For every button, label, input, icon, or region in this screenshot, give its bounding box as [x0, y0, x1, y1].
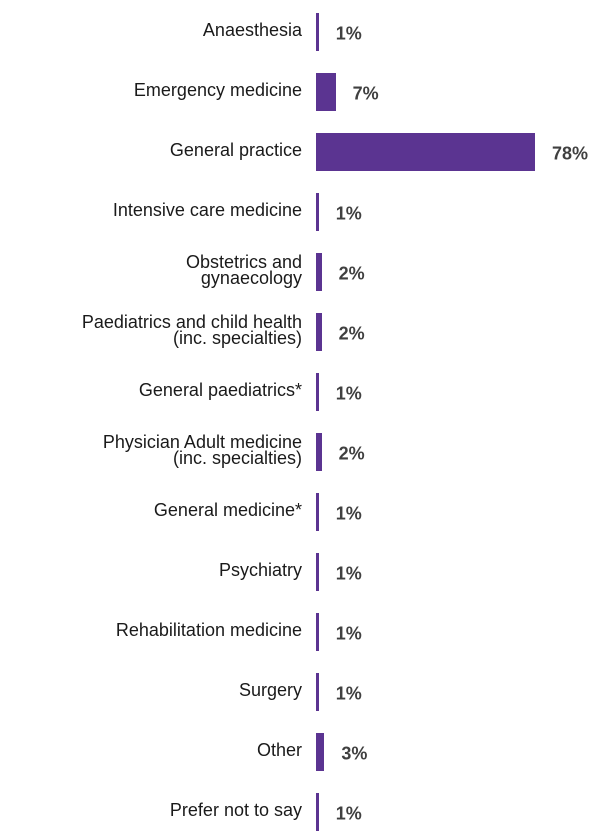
value-label: 1% [335, 623, 362, 644]
bar [316, 733, 325, 771]
category-label: Obstetrics and gynaecology [185, 252, 302, 288]
value-label: 2% [338, 323, 365, 344]
bar [316, 133, 535, 171]
category-label: Other [256, 740, 302, 760]
bar [316, 613, 319, 651]
bar [316, 13, 319, 51]
bar [316, 673, 319, 711]
bar [316, 73, 336, 111]
category-label: General paediatrics* [138, 380, 302, 400]
value-label: 1% [335, 203, 362, 224]
category-label: Paediatrics and child health (inc. speci… [81, 312, 302, 348]
value-label: 1% [335, 803, 362, 824]
category-label: Prefer not to say [169, 800, 302, 820]
category-label: Rehabilitation medicine [115, 620, 302, 640]
bar [316, 253, 322, 291]
value-label: 2% [338, 443, 365, 464]
category-label: Anaesthesia [202, 20, 302, 40]
bar [316, 373, 319, 411]
category-label: Surgery [238, 680, 302, 700]
value-label: 3% [341, 743, 368, 764]
bar [316, 193, 319, 231]
bar [316, 553, 319, 591]
value-label: 78% [552, 143, 589, 164]
value-label: 7% [352, 83, 379, 104]
category-label: General medicine* [153, 500, 302, 520]
bar [316, 313, 322, 351]
value-label: 1% [335, 683, 362, 704]
value-label: 1% [335, 503, 362, 524]
category-label: Intensive care medicine [112, 200, 302, 220]
bar [316, 433, 322, 471]
value-label: 2% [338, 263, 365, 284]
category-label: Emergency medicine [133, 80, 302, 100]
value-label: 1% [335, 23, 362, 44]
value-label: 1% [335, 383, 362, 404]
bar [316, 493, 319, 531]
value-label: 1% [335, 563, 362, 584]
category-label: Psychiatry [218, 560, 302, 580]
bar [316, 793, 319, 831]
category-label: General practice [169, 140, 302, 160]
category-label: Physician Adult medicine (inc. specialti… [102, 432, 302, 468]
